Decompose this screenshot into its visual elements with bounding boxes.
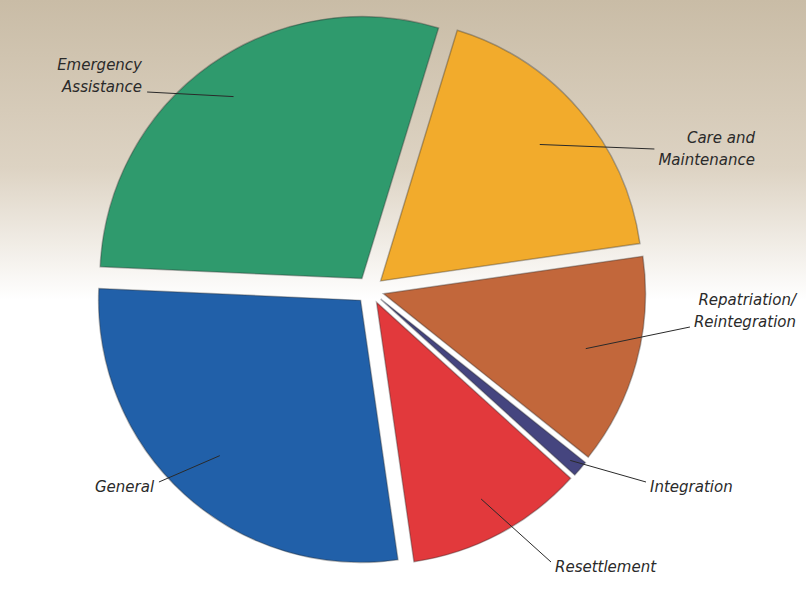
leader-line [570, 460, 646, 482]
label-line: Integration [650, 478, 733, 496]
slices [99, 17, 646, 563]
label-line: Repatriation/ [698, 291, 798, 309]
slice-label: Resettlement [555, 558, 657, 576]
leader-line [159, 456, 220, 482]
label-line: General [95, 478, 155, 496]
background [0, 0, 806, 600]
leader-line [586, 327, 690, 349]
label-line: Maintenance [658, 151, 755, 169]
pie-slice [100, 17, 438, 279]
slice-label: General [95, 478, 155, 496]
label-line: Resettlement [555, 558, 657, 576]
leader-line [147, 92, 233, 97]
leader-line [481, 499, 551, 562]
slice-label: Integration [650, 478, 733, 496]
label-line: Reintegration [694, 313, 796, 331]
label-line: Care and [687, 129, 756, 147]
slice-label: Care and Maintenance [658, 129, 755, 169]
slice-label: Repatriation/Reintegration [694, 291, 798, 331]
pie-slice [99, 288, 398, 562]
label-line: Assistance [61, 78, 142, 96]
pie-slice [377, 302, 571, 561]
chart: Care and Maintenance Repatriation/Reintegr… [0, 0, 806, 600]
label-line: Emergency [57, 56, 143, 74]
leader-line [540, 144, 655, 149]
slice-label: Emergency Assistance [57, 56, 143, 96]
labels: Care and Maintenance Repatriation/Reintegr… [57, 56, 798, 576]
